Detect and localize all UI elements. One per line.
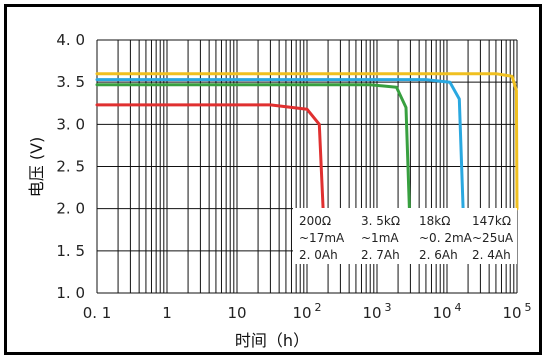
series-line-3 [95, 78, 465, 211]
x-axis-label: 时间（h） [235, 331, 309, 350]
y-tick-label: 1. 0 [56, 284, 85, 302]
annotation-text: ~0. 2mA [419, 231, 473, 245]
annotation-text: 2. 7Ah [361, 248, 400, 262]
series-line-1 [95, 103, 325, 211]
y-tick-label: 3. 5 [56, 73, 85, 91]
annotation-text: 147kΩ [472, 214, 511, 228]
grid [96, 39, 518, 294]
annotation-text: 18kΩ [419, 214, 450, 228]
annotation-text: 2. 0Ah [299, 248, 338, 262]
annotation-background [293, 208, 517, 264]
y-tick-label: 2. 0 [56, 200, 85, 218]
y-tick-label: 2. 5 [56, 158, 85, 176]
annotation-text: 200Ω [299, 214, 331, 228]
y-tick-label: 4. 0 [56, 31, 85, 49]
annotation-text: 2. 4Ah [472, 248, 511, 262]
annotation-text: ~25uA [472, 231, 514, 245]
x-tick-label: 10 2 [292, 301, 321, 322]
annotation-text: 3. 5kΩ [361, 214, 400, 228]
x-tick-label: 0. 1 [83, 304, 112, 322]
chart-frame [4, 4, 542, 355]
annotation-text: ~1mA [361, 231, 399, 245]
tick-labels: 1. 0 1. 5 2. 0 2. 5 3. 0 3. 5 4. 0 0. 1 1 10 10 2 10… [56, 31, 531, 322]
series-line-4 [95, 72, 519, 211]
y-axis-label: 电压 (V) [27, 137, 46, 198]
y-tick-label: 3. 0 [56, 115, 85, 133]
x-tick-label: 10 5 [502, 301, 531, 322]
x-tick-label: 10 [227, 304, 246, 322]
annotation-text: 2. 6Ah [419, 248, 458, 262]
annotation-text: ~17mA [299, 231, 345, 245]
x-tick-label: 10 4 [432, 301, 461, 322]
load-annotations: 200Ω ~17mA 2. 0Ah 3. 5kΩ ~1mA 2. 7Ah 18kΩ ~0. 2… [293, 208, 517, 264]
y-tick-label: 1. 5 [56, 242, 85, 260]
x-tick-label: 10 3 [362, 301, 391, 322]
x-tick-label: 1 [162, 304, 172, 322]
series-line-2 [95, 83, 411, 211]
series-lines [95, 72, 519, 211]
